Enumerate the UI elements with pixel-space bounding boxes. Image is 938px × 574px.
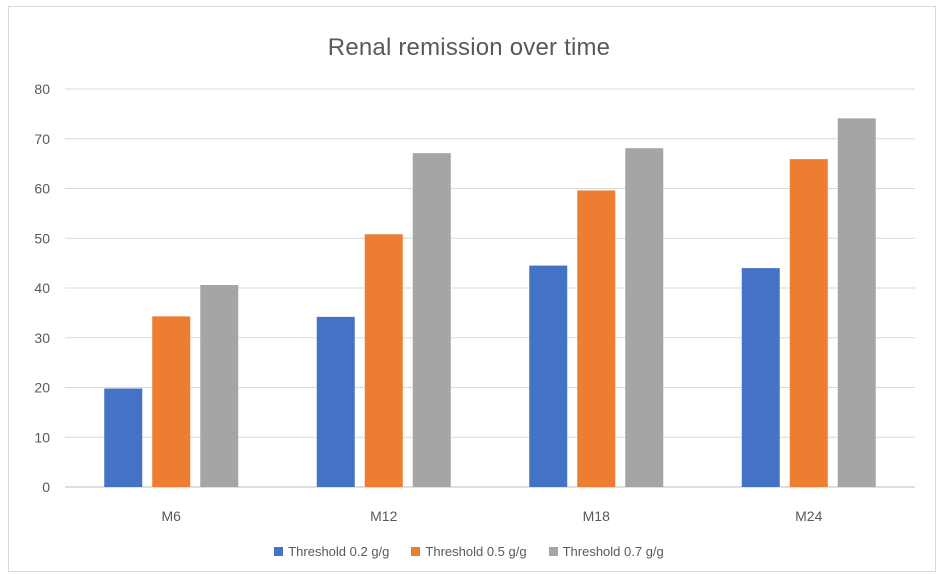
legend-swatch [274,547,284,556]
bar-m6-series-3 [200,285,239,487]
bar-m12-series-1 [316,316,355,487]
legend-label: Threshold 0.2 g/g [288,544,390,559]
x-tick-label: M24 [795,508,822,524]
bar-m6-series-2 [152,316,191,487]
legend-swatch [548,547,558,556]
legend-label: Threshold 0.7 g/g [562,544,664,559]
x-tick-label: M12 [370,508,397,524]
bar-m24-series-3 [837,118,876,487]
bar-m12-series-2 [364,234,403,487]
bar-m24-series-1 [741,268,780,487]
bar-m12-series-3 [412,153,451,488]
x-tick-label: M6 [162,508,182,524]
y-tick-label: 20 [34,380,50,396]
legend-item: Threshold 0.7 g/g [548,544,664,559]
y-tick-label: 80 [34,81,50,97]
bar-m18-series-3 [625,148,664,487]
chart-title: Renal remission over time [327,34,611,61]
x-tick-label: M18 [583,508,610,524]
legend-label: Threshold 0.5 g/g [425,544,527,559]
y-tick-label: 70 [34,131,50,147]
y-tick-label: 0 [42,479,50,495]
y-tick-label: 30 [34,330,50,346]
y-tick-label: 10 [34,429,50,445]
legend-item: Threshold 0.5 g/g [411,544,527,559]
bar-m18-series-1 [529,265,568,487]
chart-legend: Threshold 0.2 g/g Threshold 0.5 g/g Thresh… [0,544,938,559]
y-tick-label: 60 [34,181,50,197]
y-tick-label: 50 [34,230,50,246]
bar-m6-series-1 [104,388,143,487]
bar-m24-series-2 [789,159,828,487]
bar-m18-series-2 [577,190,616,488]
legend-swatch [411,547,421,556]
legend-item: Threshold 0.2 g/g [274,544,389,559]
y-tick-label: 40 [34,280,50,296]
